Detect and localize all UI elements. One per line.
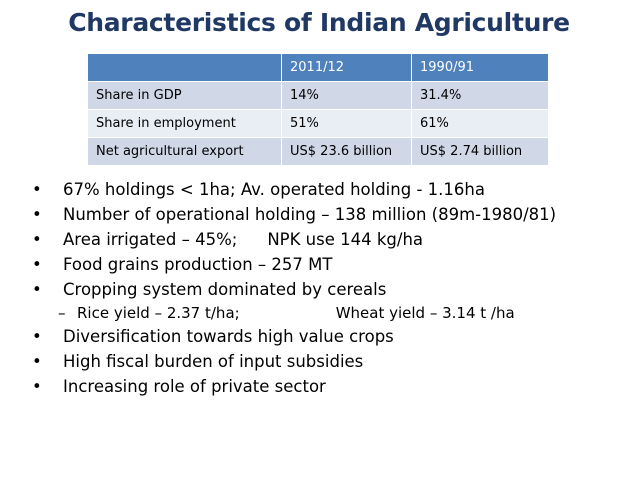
table-cell: Share in GDP: [87, 81, 282, 110]
table-header-cell: 1990/91: [411, 53, 549, 82]
table-row: Share in employment 51% 61%: [87, 109, 549, 138]
bullet-list: • 67% holdings < 1ha; Av. operated holdi…: [32, 177, 556, 399]
list-item-text: Wheat yield – 3.14 t /ha: [335, 304, 515, 322]
list-item: • Cropping system dominated by cereals: [32, 277, 556, 302]
list-item-text: Rice yield – 2.37 t/ha;: [77, 304, 240, 322]
list-item: • Diversification towards high value cro…: [32, 324, 556, 349]
list-item-text: Food grains production – 257 MT: [63, 255, 333, 274]
list-item: • Increasing role of private sector: [32, 374, 556, 399]
table-cell: 14%: [281, 81, 412, 110]
list-item-text: Cropping system dominated by cereals: [63, 280, 387, 299]
table-cell: US$ 2.74 billion: [411, 137, 549, 166]
slide-title: Characteristics of Indian Agriculture: [68, 8, 570, 37]
table-cell: 61%: [411, 109, 549, 138]
bullet-icon: •: [32, 180, 42, 199]
list-item-text: High fiscal burden of input subsidies: [63, 352, 364, 371]
bullet-icon: •: [32, 327, 42, 346]
list-item: • 67% holdings < 1ha; Av. operated holdi…: [32, 177, 556, 202]
bullet-icon: •: [32, 352, 42, 371]
list-item-text: Diversification towards high value crops: [63, 327, 394, 346]
dash-icon: –: [58, 304, 66, 322]
bullet-icon: •: [32, 255, 42, 274]
bullet-icon: •: [32, 280, 42, 299]
list-item: • High fiscal burden of input subsidies: [32, 349, 556, 374]
bullet-icon: •: [32, 230, 42, 249]
bullet-icon: •: [32, 205, 42, 224]
list-item-text: Area irrigated – 45%;: [63, 230, 238, 249]
table-row: Share in GDP 14% 31.4%: [87, 81, 549, 110]
table-cell: 51%: [281, 109, 412, 138]
table-cell: Net agricultural export: [87, 137, 282, 166]
table-cell: 31.4%: [411, 81, 549, 110]
table-row: Net agricultural export US$ 23.6 billion…: [87, 137, 549, 166]
list-item: • Number of operational holding – 138 mi…: [32, 202, 556, 227]
list-item: • Area irrigated – 45%; NPK use 144 kg/ha: [32, 227, 556, 252]
list-item-text: Number of operational holding – 138 mill…: [63, 205, 557, 224]
table-header-cell: 2011/12: [281, 53, 412, 82]
bullet-icon: •: [32, 377, 42, 396]
table-cell: US$ 23.6 billion: [281, 137, 412, 166]
table-header-cell: [87, 53, 282, 82]
list-item-text: NPK use 144 kg/ha: [267, 230, 424, 249]
table-header-row: 2011/12 1990/91: [87, 53, 549, 82]
list-item-text: Increasing role of private sector: [63, 377, 326, 396]
statistics-table: 2011/12 1990/91 Share in GDP 14% 31.4% S…: [87, 53, 549, 166]
list-item-text: 67% holdings < 1ha; Av. operated holding…: [63, 180, 485, 199]
table-cell: Share in employment: [87, 109, 282, 138]
sub-list-item: – Rice yield – 2.37 t/ha; Wheat yield – 3…: [32, 302, 556, 324]
list-item: • Food grains production – 257 MT: [32, 252, 556, 277]
